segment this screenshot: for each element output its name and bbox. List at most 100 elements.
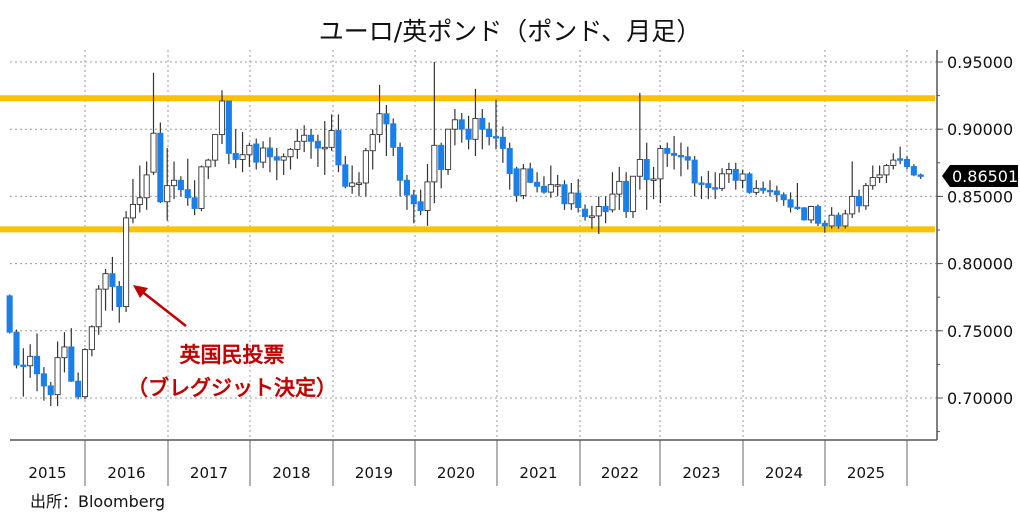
source-note: 出所：Bloomberg [30,492,166,511]
candle-body [506,147,513,175]
candle [534,172,541,193]
candle-body [814,206,821,224]
candle [13,329,20,369]
candle-body [40,373,47,387]
candle [61,332,68,373]
candle-body [794,206,801,210]
candle-body [212,134,219,161]
candle [650,166,657,200]
candle-body [218,100,226,136]
y-tick-label: 0.85000 [947,187,1013,206]
candle [547,165,554,198]
candle-body [362,150,369,184]
candle [828,207,835,229]
year-label: 2024 [765,464,803,482]
candle-body [164,185,171,203]
candle [561,180,568,210]
candle-body [499,136,506,149]
candle [129,178,137,224]
candle [753,180,760,196]
candle-body [746,173,753,193]
candle [362,148,369,197]
candle-body [225,100,232,154]
candle [294,129,301,159]
year-label: 2016 [107,464,145,482]
candle [917,173,924,179]
candle [705,170,712,200]
candle [835,212,842,229]
candle [260,141,267,169]
candle [629,175,637,218]
candle [198,165,205,212]
candle-body [465,128,472,140]
candle-body [684,156,691,161]
candle [869,165,876,190]
candle-body [13,331,20,366]
candle-body [424,181,431,211]
candle [95,285,102,335]
candle-body [650,178,657,181]
candle [342,156,349,189]
candle [136,165,143,213]
candle [109,256,116,311]
candle [445,128,452,175]
candle-body [20,364,27,368]
candle [451,109,458,146]
candle-body [321,146,328,150]
candle [616,166,623,210]
candle [808,205,815,224]
candle-body [664,147,671,154]
candle-body [849,195,856,215]
candle [760,181,767,194]
candle-body [890,159,897,166]
last-price-box [942,165,1018,187]
candle-body [492,136,500,139]
candle [321,121,328,175]
candle [47,381,54,407]
candle [88,325,95,357]
candle-body [191,197,198,209]
candle [27,344,34,378]
candle-body [27,355,34,367]
candle [239,131,246,173]
candle-body [623,180,630,213]
candle-body [314,140,321,149]
candle-body [486,128,493,138]
candle [883,164,890,183]
candle [6,294,13,334]
candle [856,189,863,213]
grid [10,50,937,440]
candle [403,174,411,210]
candle-body [547,184,554,193]
candle-body [808,206,815,221]
candle-body [287,148,294,158]
candle [68,328,75,382]
candle [657,145,664,204]
candle-body [431,144,438,183]
candle-body [698,182,705,185]
year-label: 2015 [28,464,66,482]
candle [582,204,589,221]
candle [876,165,883,183]
candle-body [828,214,835,227]
candle-body [266,147,274,158]
y-tick-label: 0.80000 [947,255,1013,274]
candle-body [34,355,41,375]
candle-body [143,174,150,199]
candle-body [342,164,349,187]
candle [725,162,732,183]
year-label: 2022 [601,464,639,482]
candle [568,182,575,210]
candle [691,156,698,197]
band-lines [0,95,935,233]
candle-body [349,182,356,187]
candle-body [520,168,527,196]
candle-body [917,174,924,177]
candle-body [376,113,383,136]
candle [157,122,164,204]
candle [636,92,643,190]
candle-body [582,208,589,218]
candle [780,192,787,206]
candle [698,176,705,200]
